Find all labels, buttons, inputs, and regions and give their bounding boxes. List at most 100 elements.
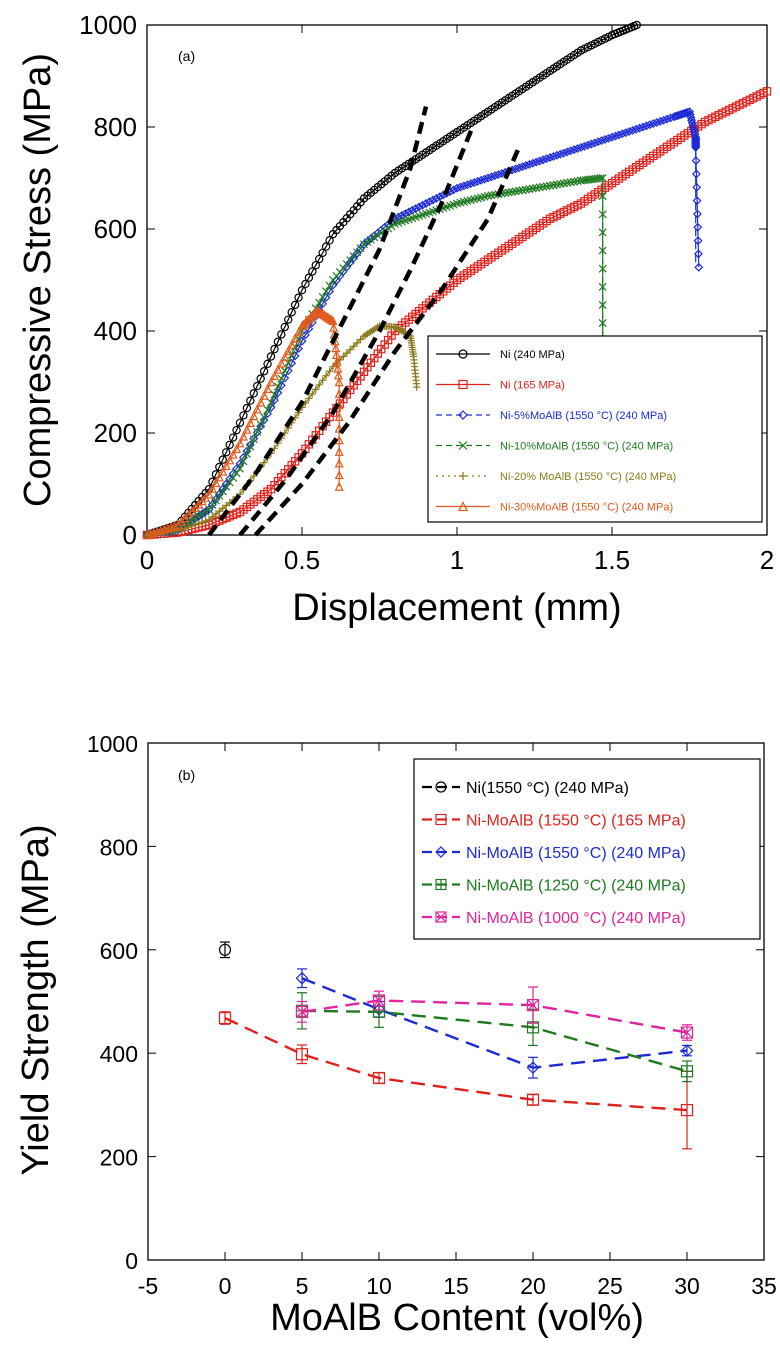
- panel-a-series-5-point: [318, 309, 328, 319]
- panel-b-series-3-line: [301, 1009, 688, 1073]
- panel-a-series-5-point-shape: [228, 449, 238, 459]
- panel-a-series-3-point: [366, 235, 375, 244]
- panel-a-series-4-point: [339, 352, 347, 361]
- panel-a-series-2-point-shape: [693, 236, 703, 246]
- panel-b-y-tick-label: 200: [100, 1145, 138, 1171]
- panel-a-series-5-point-shape: [324, 313, 335, 323]
- panel-a-series-5-point: [225, 455, 235, 465]
- panel-a-series-2-point: [691, 140, 701, 150]
- panel-a-series-0-point: [301, 279, 310, 289]
- panel-a-series-2-point: [635, 123, 645, 133]
- panel-a-series-8: [253, 146, 522, 537]
- panel-a-series-5-point-shape: [259, 390, 269, 400]
- panel-a-series-2-point: [692, 196, 702, 206]
- panel-a-series-2-point: [204, 505, 214, 514]
- panel-b-y-tick-label: 0: [125, 1248, 138, 1274]
- panel-a-series-2-point-shape: [473, 176, 483, 186]
- panel-a-series-5-point: [316, 307, 326, 318]
- panel-a-series-0-point-shape: [228, 433, 238, 442]
- panel-a-series-2-point: [548, 152, 558, 161]
- panel-a-series-5-point: [163, 523, 173, 533]
- panel-a-series-3-point: [387, 222, 396, 231]
- panel-a-series-2-point-shape: [597, 136, 607, 146]
- panel-a-series-5-point-shape: [269, 370, 280, 380]
- panel-a-legend-marker-shape: [458, 379, 468, 390]
- panel-a-series-3-point-shape: [239, 457, 248, 466]
- panel-a-series-2-point-shape: [300, 330, 310, 340]
- panel-b-legend-marker-shape: [435, 781, 447, 793]
- panel-a-series-2-point-shape: [590, 138, 600, 148]
- panel-a-series-5-point-shape: [276, 358, 286, 368]
- panel-a-series-4-point: [201, 517, 210, 525]
- panel-b-x-tick-label: 15: [443, 1273, 469, 1299]
- panel-a-series-0-point: [249, 389, 258, 398]
- panel-a-series-2-point-shape: [562, 147, 572, 157]
- panel-a-tag: (a): [178, 48, 195, 64]
- panel-a-series-2-point-shape: [535, 156, 545, 166]
- panel-a-series-2-point-shape: [617, 129, 627, 139]
- panel-a-series-4-point: [250, 472, 258, 480]
- panel-a-series-3-point: [373, 231, 382, 240]
- panel-a-series-2-point-shape: [497, 169, 507, 178]
- panel-a-series-2-point: [648, 119, 658, 129]
- panel-a-series-2-point-shape: [449, 185, 459, 195]
- panel-a-series-5-point: [218, 466, 228, 476]
- panel-a-series-4-point: [356, 335, 365, 344]
- panel-a-series-5-point: [323, 312, 333, 322]
- panel-a-series-2-point: [693, 222, 703, 232]
- panel-a-series-2-point-shape: [548, 152, 558, 161]
- panel-a-series-4-point-shape: [312, 385, 320, 393]
- panel-a-series-3-point: [225, 478, 234, 487]
- panel-a-series-0-point: [315, 254, 324, 264]
- panel-a-series-6-line: [207, 106, 429, 537]
- panel-a-series-2-point: [692, 209, 702, 219]
- panel-a-series-0-point: [235, 418, 245, 427]
- panel-a-series-0-point: [287, 308, 296, 317]
- panel-a-series-2-point-shape: [290, 351, 300, 361]
- panel-a-series-8-line: [253, 146, 522, 537]
- panel-a-series-4-point-shape: [250, 472, 258, 480]
- panel-a-series-2-point: [524, 159, 534, 169]
- panel-a-series-2-point: [583, 140, 593, 150]
- panel-a-series-2-point: [428, 195, 438, 205]
- panel-a-series-4-point-shape: [188, 522, 196, 530]
- panel-a-series-0-point-shape: [321, 242, 331, 251]
- panel-a-series-2-point-shape: [635, 123, 645, 133]
- panel-a-series-4-point: [346, 346, 354, 354]
- panel-a-legend-marker-shape: [458, 410, 468, 420]
- panel-b-series-4-point: [526, 999, 540, 1012]
- panel-a-series-3-point: [370, 233, 379, 242]
- panel-b-series-4: [295, 986, 694, 1041]
- panel-a-series-5-point: [166, 522, 176, 532]
- panel-a-series-5-point: [249, 411, 259, 421]
- panel-a-series-5-point: [231, 443, 242, 454]
- panel-b-tag: (b): [178, 767, 195, 783]
- panel-a-series-0-point-shape: [284, 315, 293, 324]
- panel-a-series-2-point-shape: [476, 175, 486, 185]
- panel-a-series-2-point: [597, 136, 607, 146]
- panel-b-series-1-line: [224, 1016, 688, 1112]
- panel-a-series-5-point-shape: [316, 307, 326, 318]
- panel-a-series-5-point: [242, 424, 252, 434]
- panel-a-series-3-point-shape: [253, 427, 262, 436]
- panel-a-series-2-point: [542, 154, 552, 164]
- panel-a-series-2-point-shape: [631, 124, 641, 134]
- panel-a-series-0-point-shape: [235, 418, 245, 427]
- panel-a-series-2-point-shape: [559, 148, 569, 158]
- panel-a-series-2-point: [511, 164, 521, 174]
- panel-b-series-4-point-shape: [526, 999, 540, 1012]
- panel-a-series-2-point: [681, 108, 691, 118]
- panel-a-series-5-point: [245, 417, 255, 427]
- panel-a-series-2-point: [431, 193, 441, 203]
- panel-b-series-4-point-shape: [680, 1026, 694, 1039]
- panel-a-series-3-point-shape: [322, 287, 331, 296]
- panel-a-series-4-point: [319, 376, 327, 384]
- panel-a-series-0-point: [228, 433, 238, 442]
- panel-a-series-2-point: [659, 115, 669, 125]
- panel-a-series-0-point-shape: [266, 352, 276, 361]
- panel-a-series-4-point-shape: [315, 381, 323, 389]
- panel-a-series-0-point-shape: [246, 396, 255, 405]
- panel-a-series-2-point: [562, 147, 572, 157]
- panel-a-series-5-point-shape: [245, 417, 255, 427]
- panel-a-series-4-point: [315, 381, 323, 389]
